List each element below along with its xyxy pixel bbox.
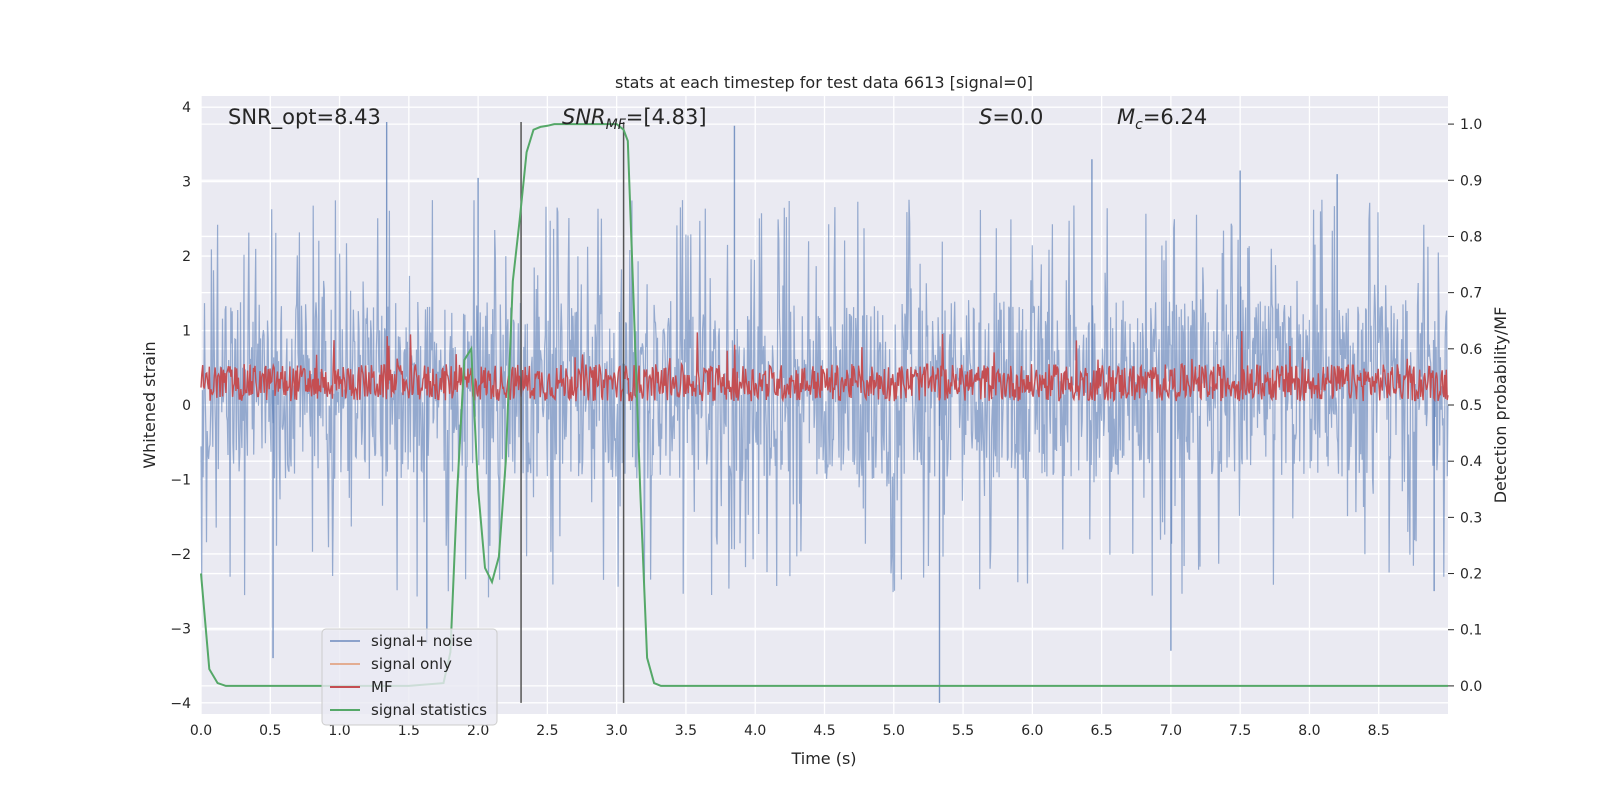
y-right-tick-label-9: 0.1	[1460, 623, 1482, 639]
signal-noise-series	[200, 122, 1449, 703]
y-right-tick-label-1: 0.9	[1460, 173, 1482, 189]
legend-box	[321, 628, 498, 726]
y-right-tick-label-4: 0.6	[1460, 342, 1482, 358]
x-tick-label-3: 1.5	[398, 723, 420, 739]
legend: signal+ noise signal only MF signal stat…	[321, 628, 498, 726]
y-left-tick-label-8: −4	[170, 696, 191, 712]
x-tick-label-17: 8.5	[1368, 723, 1390, 739]
x-tick-label-1: 0.5	[259, 723, 281, 739]
y-left-tick-label-6: −2	[170, 547, 191, 563]
y-right-tick-label-2: 0.8	[1460, 229, 1482, 245]
s-value: =0.0	[992, 105, 1043, 129]
y-left-tick-label-0: 4	[182, 100, 191, 116]
y-right-tick-label-3: 0.7	[1460, 286, 1482, 302]
y-right-tick-label-7: 0.3	[1460, 510, 1482, 526]
y-axis-right-ticks: 1.0 0.9 0.8 0.7 0.6 0.5 0.4 0.3 0.2 0.1 0.0	[1448, 117, 1482, 695]
snr-opt-annotation: SNR_opt=8.43	[228, 105, 381, 130]
x-tick-label-2: 1.0	[328, 723, 350, 739]
snr-mf-annotation: SNRMF=[4.83]	[562, 105, 707, 133]
legend-label-signal-statistics: signal statistics	[371, 701, 487, 719]
snr-mf-sub: MF	[606, 117, 627, 133]
mc-value: =6.24	[1143, 105, 1207, 129]
x-tick-label-13: 6.5	[1090, 723, 1112, 739]
x-tick-label-8: 4.0	[744, 723, 766, 739]
snr-mf-main: SNR	[562, 105, 606, 129]
mf-series	[200, 331, 1449, 403]
x-tick-label-16: 8.0	[1298, 723, 1320, 739]
x-tick-label-5: 2.5	[536, 723, 558, 739]
y-right-tick-label-6: 0.4	[1460, 454, 1482, 470]
x-tick-label-0: 0.0	[190, 723, 212, 739]
mc-annotation: Mc=6.24	[1117, 105, 1207, 133]
legend-label-mf: MF	[371, 678, 393, 696]
y-right-tick-label-8: 0.2	[1460, 567, 1482, 583]
x-tick-label-12: 6.0	[1021, 723, 1043, 739]
y-right-tick-label-10: 0.0	[1460, 679, 1482, 695]
y-axis-left-label: Whitened strain	[140, 341, 159, 468]
series-signal-noise-trace	[200, 199, 1449, 598]
y-left-tick-label-4: 0	[182, 398, 191, 414]
x-tick-label-11: 5.5	[952, 723, 974, 739]
s-symbol: S	[979, 105, 992, 129]
x-tick-label-4: 2.0	[467, 723, 489, 739]
x-tick-label-14: 7.0	[1160, 723, 1182, 739]
y-left-tick-label-2: 2	[182, 249, 191, 265]
x-tick-label-10: 5.0	[883, 723, 905, 739]
x-tick-label-7: 3.5	[675, 723, 697, 739]
y-left-tick-label-1: 3	[182, 175, 191, 191]
x-axis-label: Time (s)	[790, 749, 856, 768]
x-tick-label-9: 4.5	[813, 723, 835, 739]
legend-label-signal-noise: signal+ noise	[371, 632, 473, 650]
y-axis-right-label: Detection probability/MF	[1491, 307, 1510, 504]
y-right-tick-label-5: 0.5	[1460, 398, 1482, 414]
s-annotation: S=0.0	[979, 105, 1043, 129]
mc-main: M	[1117, 105, 1135, 129]
y-right-tick-label-0: 1.0	[1460, 117, 1482, 133]
series-mf-trace	[200, 331, 1449, 403]
y-left-tick-label-5: −1	[170, 472, 191, 488]
y-axis-left-ticks: 4 3 2 1 0 −1 −2 −3 −4	[170, 100, 191, 712]
y-left-tick-label-7: −3	[170, 621, 191, 637]
chart-title: stats at each timestep for test data 661…	[615, 73, 1033, 92]
snr-mf-value: =[4.83]	[626, 105, 707, 129]
mc-sub: c	[1135, 117, 1143, 133]
vertical-markers	[520, 122, 625, 703]
y-left-tick-label-3: 1	[182, 324, 191, 340]
legend-label-signal-only: signal only	[371, 655, 452, 673]
x-tick-label-15: 7.5	[1229, 723, 1251, 739]
x-axis-ticks: 0.0 0.5 1.0 1.5 2.0 2.5 3.0 3.5 4.0 4.5 5.0 5.5 6.0 6…	[190, 723, 1390, 739]
x-tick-label-6: 3.0	[606, 723, 628, 739]
